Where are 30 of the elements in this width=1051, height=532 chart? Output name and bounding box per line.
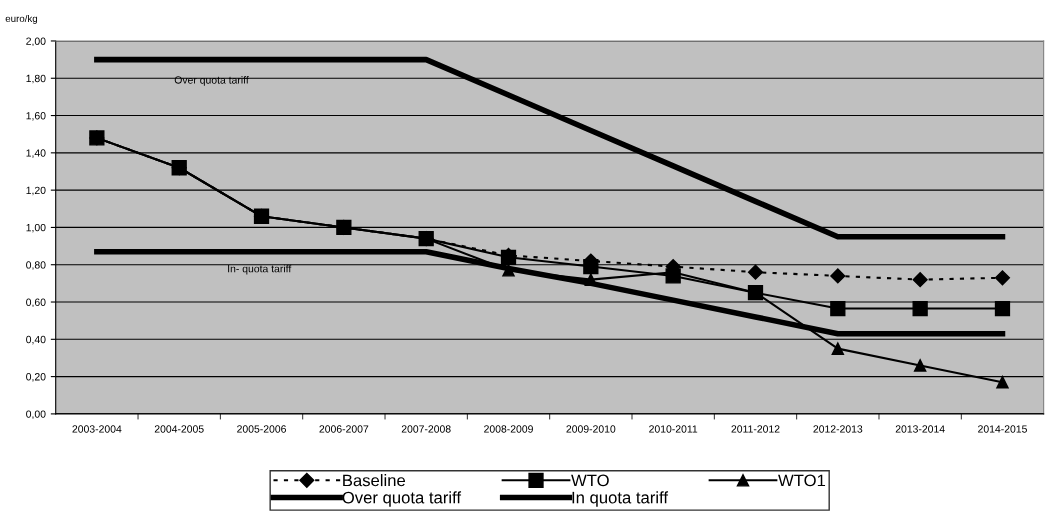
y-tick-label: 0,00 <box>26 410 46 419</box>
y-axis-title: euro/kg <box>5 14 38 24</box>
y-tick-label: 1,00 <box>26 223 46 233</box>
y-tick-label: 0,20 <box>26 373 46 382</box>
y-tick-label: 1,80 <box>26 74 46 84</box>
y-tick-label: 0,80 <box>26 261 46 270</box>
x-tick-label: 2014-2015 <box>978 425 1027 433</box>
x-tick-label: 2011-2012 <box>731 425 780 433</box>
y-tick-label: 1,20 <box>26 186 46 196</box>
annotation: In- quota tariff <box>228 264 292 275</box>
x-tick-label: 2005-2006 <box>237 425 286 433</box>
y-tick-label: 2,00 <box>26 37 46 47</box>
y-tick-label: 1,40 <box>26 149 46 158</box>
y-tick-label: 0,60 <box>26 298 46 308</box>
x-tick-label: 2008-2009 <box>484 425 533 433</box>
x-tick-label: 2003-2004 <box>72 425 122 433</box>
x-tick-label: 2007-2008 <box>401 425 451 433</box>
x-tick-label: 2010-2011 <box>649 425 698 433</box>
legend-label: WTO <box>571 474 609 487</box>
x-tick-label: 2013-2014 <box>895 425 945 433</box>
legend-label: WTO1 <box>778 474 826 487</box>
x-tick-label: 2012-2013 <box>813 425 863 433</box>
y-tick-label: 1,60 <box>26 112 46 121</box>
legend-label: Over quota tariff <box>342 491 462 507</box>
x-tick-label: 2004-2005 <box>154 425 204 433</box>
y-tick-label: 0,40 <box>26 335 46 345</box>
legend-label: Baseline <box>343 474 406 487</box>
legend-label: In quota tariff <box>572 491 669 507</box>
x-tick-label: 2006-2007 <box>319 425 369 433</box>
x-tick-label: 2009-2010 <box>566 425 616 433</box>
